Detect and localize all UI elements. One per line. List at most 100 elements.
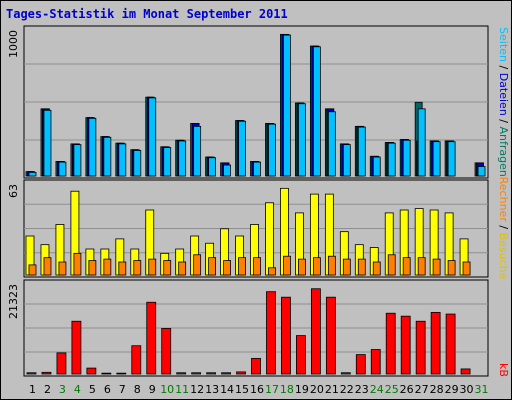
bar-seiten-day-26 <box>402 139 411 177</box>
bar-rechner-day-5 <box>88 260 97 276</box>
bar-rechner-day-15 <box>238 257 246 276</box>
bar-kb-day-6 <box>101 372 112 375</box>
bar-rechner-day-4 <box>73 252 82 276</box>
bar-kb-day-7 <box>116 372 127 375</box>
xtick-label-day-22: 22 <box>340 383 354 396</box>
bar-rechner-day-27 <box>417 257 426 276</box>
xtick-label-day-30: 30 <box>460 383 474 396</box>
bar-rechner-day-30 <box>462 261 471 276</box>
bar-kb-day-23 <box>355 354 366 375</box>
bar-rechner-day-14 <box>223 260 231 276</box>
xtick-label-day-21: 21 <box>325 383 339 396</box>
xtick-label-day-25: 25 <box>385 383 399 396</box>
bar-besuche-day-17 <box>265 202 274 276</box>
bar-seiten-day-9 <box>148 97 157 177</box>
bar-seiten-day-12 <box>193 125 202 177</box>
bar-kb-day-3 <box>56 352 67 375</box>
bar-rechner-day-7 <box>118 261 127 276</box>
bar-kb-day-18 <box>281 296 291 375</box>
bar-kb-day-5 <box>86 367 97 375</box>
bar-rechner-day-1 <box>28 264 37 276</box>
bar-kb-day-19 <box>296 335 306 375</box>
bar-seiten-day-16 <box>253 161 261 177</box>
xtick-label-day-29: 29 <box>445 383 459 396</box>
bar-rechner-day-8 <box>133 260 142 276</box>
legend-item-anfragen: Anfragen <box>497 127 510 177</box>
bar-rechner-day-3 <box>58 261 67 276</box>
bar-kb-day-14 <box>221 372 231 375</box>
xtick-label-day-9: 9 <box>149 383 156 396</box>
bar-rechner-day-22 <box>342 258 351 276</box>
bar-seiten-day-8 <box>133 150 142 177</box>
bar-seiten-day-15 <box>238 120 246 177</box>
bar-kb-day-2 <box>41 371 52 375</box>
bar-rechner-day-11 <box>178 261 187 276</box>
bar-rechner-day-9 <box>148 258 157 276</box>
chart-title: Tages-Statistik im Monat September 2011 <box>6 7 288 21</box>
bar-rechner-day-13 <box>208 257 217 276</box>
bar-rechner-day-25 <box>387 254 396 276</box>
xtick-label-day-17: 17 <box>265 383 279 396</box>
bar-kb-day-27 <box>415 320 426 375</box>
bar-kb-day-20 <box>310 288 321 375</box>
ytick-label-top: 1000 <box>7 30 20 58</box>
legend-top: Seiten / Dateien / Anfragen <box>497 27 510 177</box>
xtick-label-day-12: 12 <box>190 383 204 396</box>
legend-item-rechner: Rechner <box>497 177 510 223</box>
xtick-label-day-13: 13 <box>205 383 219 396</box>
bar-kb-day-9 <box>146 301 157 375</box>
bar-seiten-day-17 <box>268 123 276 177</box>
bar-seiten-day-22 <box>342 144 351 177</box>
bar-kb-day-8 <box>131 345 142 375</box>
bar-seiten-day-29 <box>447 141 456 177</box>
legend-bottom: kB <box>497 363 510 377</box>
xtick-label-day-18: 18 <box>280 383 294 396</box>
bar-seiten-day-27 <box>417 108 426 177</box>
bar-rechner-day-23 <box>357 258 366 276</box>
bar-rechner-day-29 <box>447 260 456 276</box>
bar-seiten-day-4 <box>73 144 82 177</box>
bar-kb-day-24 <box>370 349 381 375</box>
bar-kb-day-15 <box>236 371 246 375</box>
bar-rechner-day-18 <box>283 255 291 276</box>
xtick-label-day-6: 6 <box>104 383 111 396</box>
bar-rechner-day-20 <box>312 257 321 276</box>
xtick-label-day-8: 8 <box>134 383 141 396</box>
bar-kb-day-4 <box>71 320 82 375</box>
xtick-label-day-27: 27 <box>415 383 429 396</box>
bar-rechner-day-2 <box>43 257 52 276</box>
bar-seiten-day-1 <box>28 171 37 177</box>
xtick-label-day-2: 2 <box>44 383 51 396</box>
bar-seiten-day-25 <box>387 142 396 177</box>
xtick-label-day-5: 5 <box>89 383 96 396</box>
bar-seiten-day-2 <box>43 109 52 177</box>
xtick-label-day-1: 1 <box>29 383 36 396</box>
bar-kb-day-25 <box>385 312 396 375</box>
bar-rechner-day-19 <box>298 258 306 276</box>
bar-kb-day-17 <box>266 291 276 375</box>
xtick-label-day-24: 24 <box>370 383 384 396</box>
xtick-label-day-4: 4 <box>74 383 81 396</box>
legend-item-besuche: Besuche <box>497 233 510 280</box>
bar-kb-day-11 <box>176 372 187 375</box>
xtick-label-day-23: 23 <box>355 383 369 396</box>
bar-kb-day-28 <box>430 311 441 375</box>
xtick-label-day-7: 7 <box>119 383 126 396</box>
bar-seiten-day-28 <box>432 141 441 177</box>
bar-kb-day-13 <box>206 372 217 375</box>
bar-rechner-day-6 <box>103 258 112 276</box>
xtick-label-day-11: 11 <box>175 383 189 396</box>
bar-rechner-day-26 <box>402 257 411 276</box>
bar-seiten-day-13 <box>208 157 217 177</box>
xtick-label-day-10: 10 <box>160 383 174 396</box>
bar-kb-day-21 <box>325 296 336 375</box>
bar-seiten-day-5 <box>88 117 97 177</box>
bar-seiten-day-18 <box>283 34 291 177</box>
bar-kb-day-12 <box>191 372 202 375</box>
xtick-label-day-20: 20 <box>310 383 324 396</box>
bar-seiten-day-14 <box>223 164 231 177</box>
bar-rechner-day-17 <box>268 267 276 276</box>
bar-kb-day-30 <box>460 368 471 375</box>
bar-seiten-day-11 <box>178 140 187 177</box>
